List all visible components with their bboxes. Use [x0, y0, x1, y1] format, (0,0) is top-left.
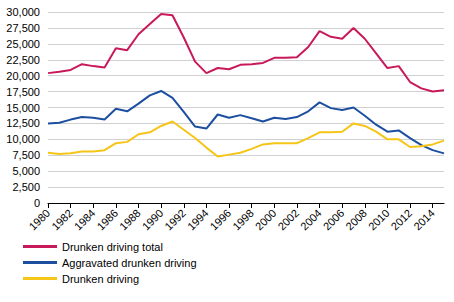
- svg-text:1980: 1980: [26, 207, 52, 233]
- svg-text:Drunken driving: Drunken driving: [62, 273, 139, 285]
- svg-text:Drunken driving total: Drunken driving total: [62, 241, 163, 253]
- svg-text:1994: 1994: [185, 207, 211, 233]
- svg-text:1988: 1988: [117, 207, 143, 233]
- svg-text:27,500: 27,500: [6, 22, 40, 34]
- svg-text:1996: 1996: [208, 207, 234, 233]
- svg-text:5,000: 5,000: [12, 165, 40, 177]
- svg-text:22,500: 22,500: [6, 54, 40, 66]
- svg-text:17,500: 17,500: [6, 86, 40, 98]
- svg-text:1992: 1992: [162, 207, 188, 233]
- svg-text:2010: 2010: [366, 207, 392, 233]
- svg-text:2,500: 2,500: [12, 181, 40, 193]
- svg-text:30,000: 30,000: [6, 6, 40, 18]
- svg-text:1982: 1982: [49, 207, 75, 233]
- svg-text:1984: 1984: [72, 207, 98, 233]
- svg-text:2006: 2006: [321, 207, 347, 233]
- svg-text:12,500: 12,500: [6, 117, 40, 129]
- svg-text:20,000: 20,000: [6, 70, 40, 82]
- svg-text:2012: 2012: [389, 207, 415, 233]
- svg-text:2002: 2002: [275, 207, 301, 233]
- svg-text:2004: 2004: [298, 207, 324, 233]
- svg-text:10,000: 10,000: [6, 133, 40, 145]
- svg-text:25,000: 25,000: [6, 38, 40, 50]
- svg-text:7,500: 7,500: [12, 149, 40, 161]
- svg-text:1986: 1986: [94, 207, 120, 233]
- svg-text:2008: 2008: [343, 207, 369, 233]
- svg-text:0: 0: [34, 197, 40, 209]
- svg-text:Aggravated drunken driving: Aggravated drunken driving: [62, 257, 197, 269]
- svg-text:1990: 1990: [140, 207, 166, 233]
- svg-text:1998: 1998: [230, 207, 256, 233]
- svg-text:15,000: 15,000: [6, 102, 40, 114]
- svg-text:2014: 2014: [411, 207, 437, 233]
- svg-text:2000: 2000: [253, 207, 279, 233]
